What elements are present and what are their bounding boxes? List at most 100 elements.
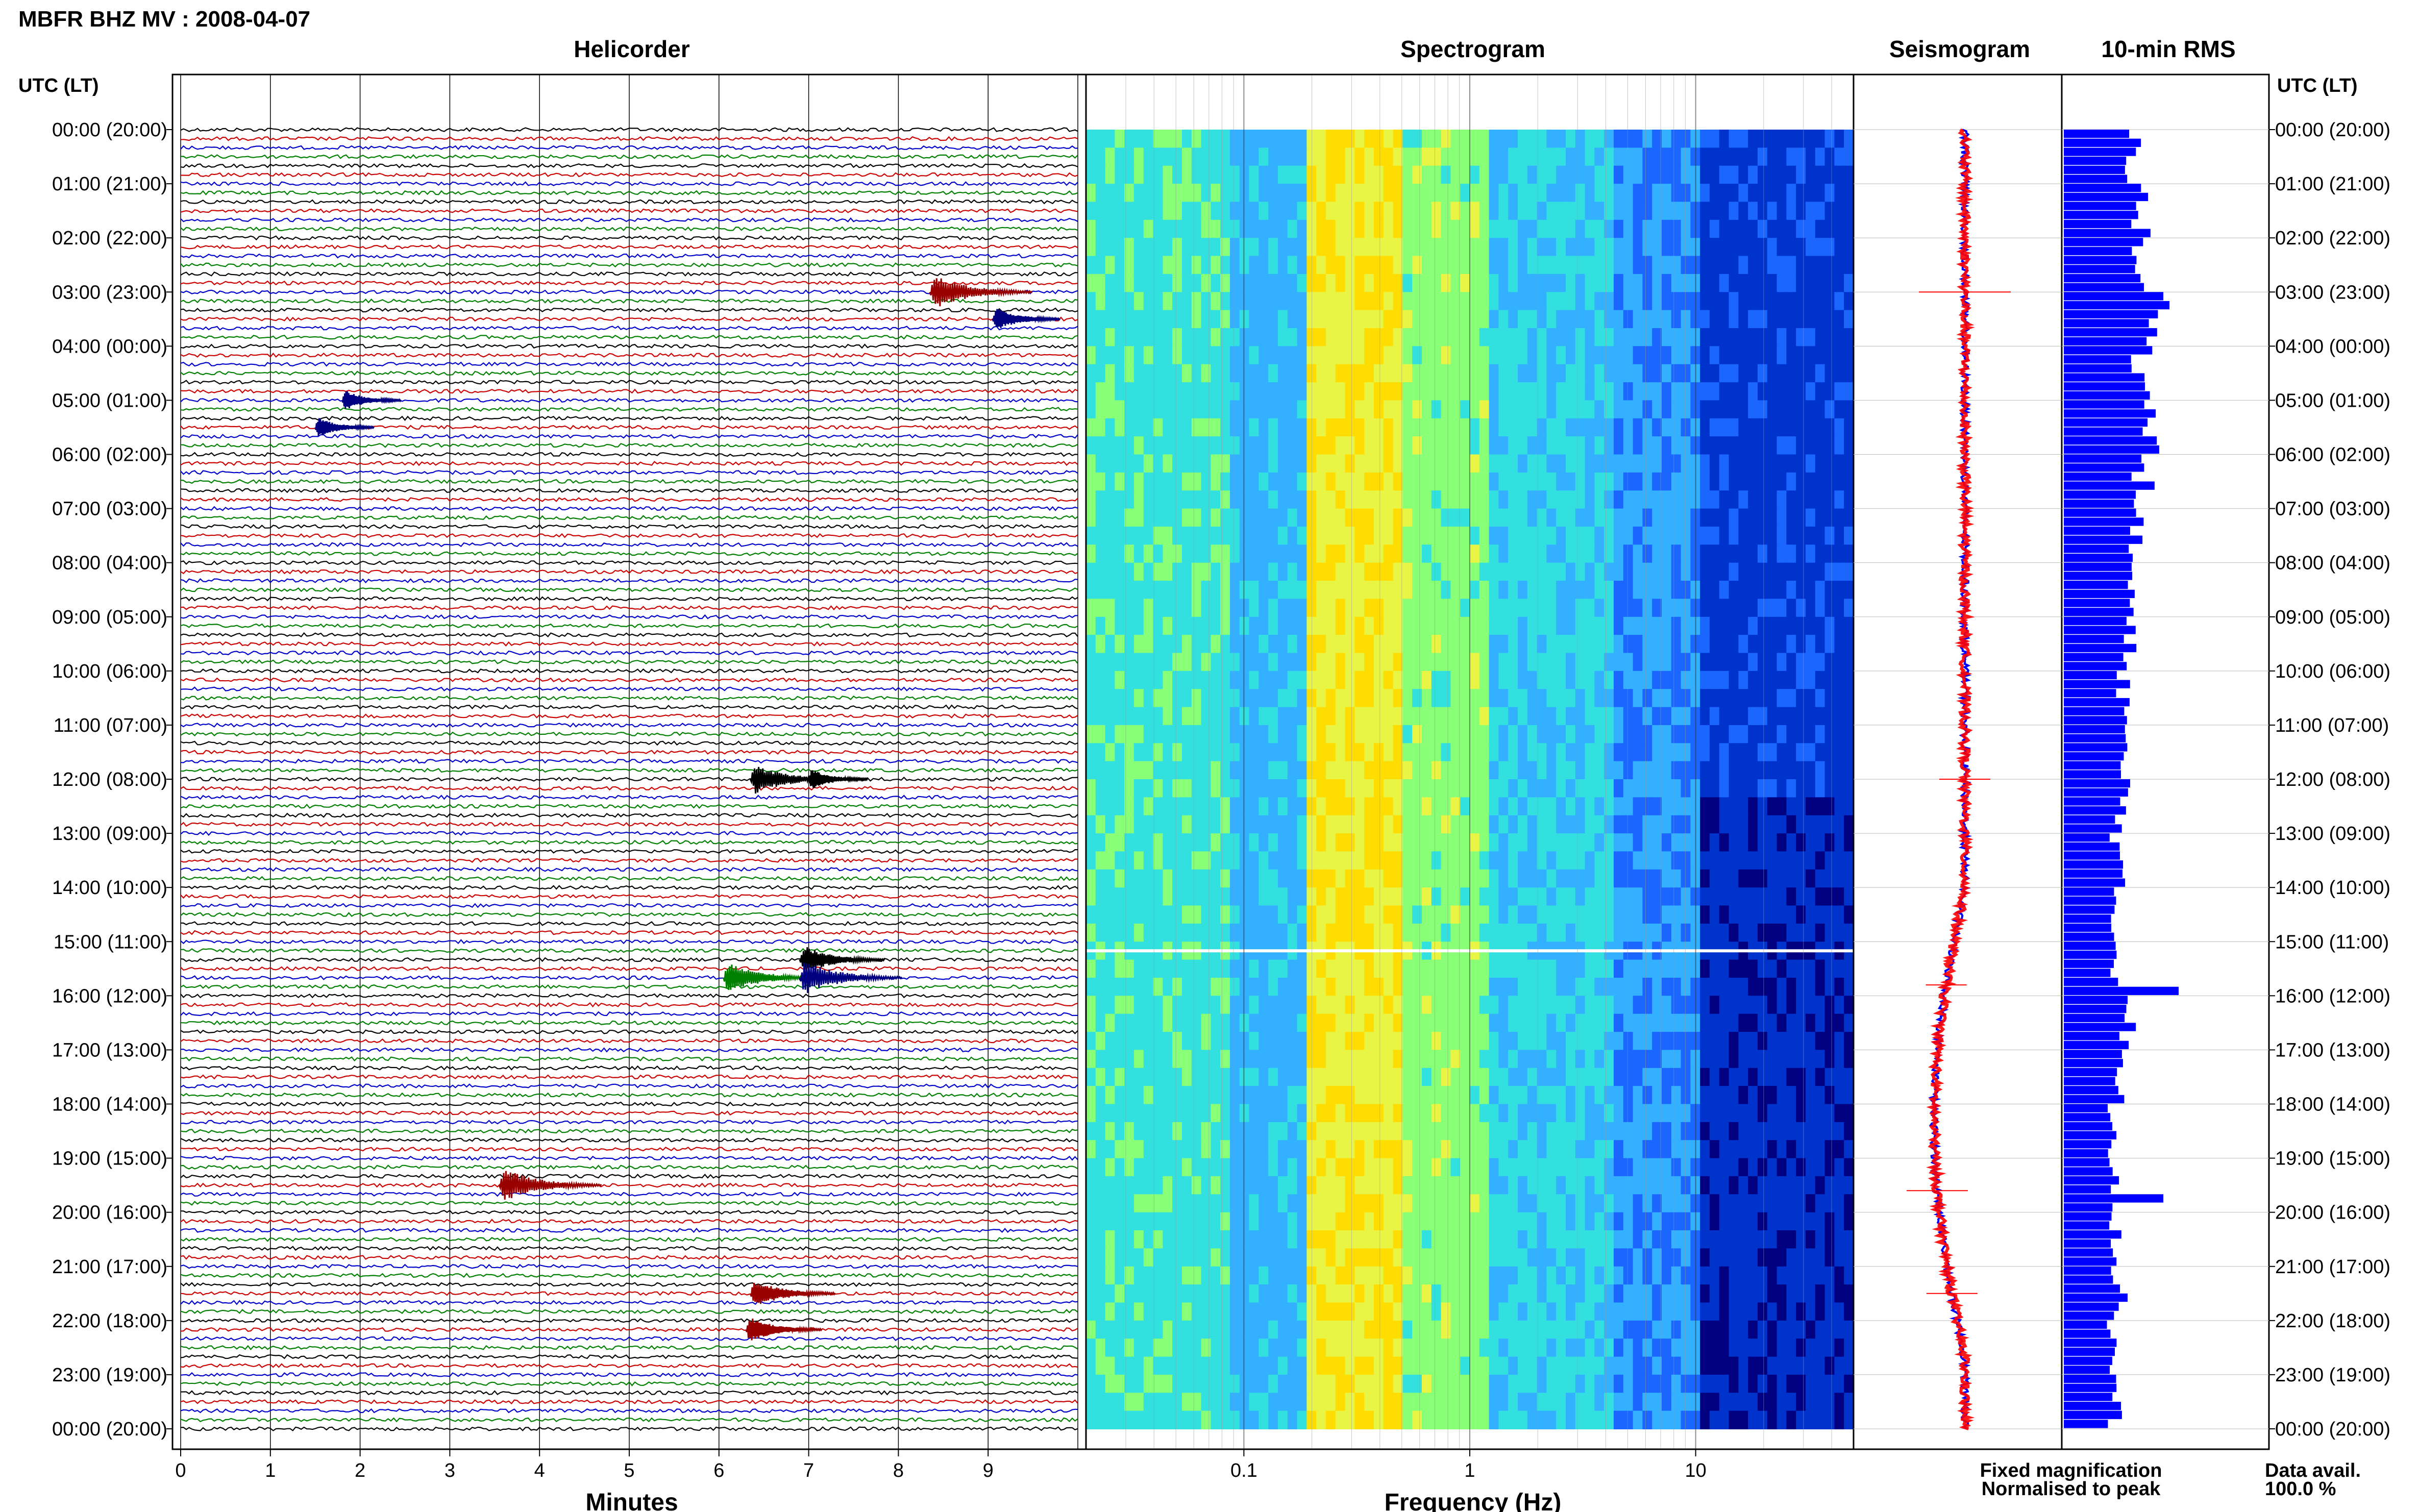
- spectrogram-cell: [1479, 1140, 1490, 1159]
- spectrogram-cell: [1479, 184, 1490, 203]
- spectrogram-cell: [1662, 562, 1672, 582]
- spectrogram-cell: [1681, 707, 1691, 726]
- spectrogram-cell: [1105, 635, 1116, 654]
- spectrogram-cell: [1182, 147, 1192, 166]
- spectrogram-cell: [1508, 761, 1518, 780]
- spectrogram-cell: [1134, 256, 1144, 275]
- spectrogram-cell: [1393, 472, 1403, 491]
- spectrogram-cell: [1172, 905, 1182, 924]
- spectrogram-cell: [1211, 797, 1221, 816]
- spectrogram-cell: [1566, 1194, 1576, 1213]
- spectrogram-cell: [1719, 653, 1730, 672]
- spectrogram-cell: [1163, 797, 1173, 816]
- spectrogram-cell: [1748, 292, 1758, 311]
- spectrogram-cell: [1124, 1104, 1134, 1123]
- spectrogram-cell: [1422, 635, 1432, 654]
- spectrogram-cell: [1681, 1032, 1691, 1051]
- spectrogram-cell: [1402, 292, 1413, 311]
- spectrogram-cell: [1431, 130, 1442, 148]
- spectrogram-cell: [1623, 418, 1634, 437]
- spectrogram-cell: [1441, 905, 1451, 924]
- spectrogram-cell: [1662, 707, 1672, 726]
- spectrogram-cell: [1354, 869, 1365, 888]
- spectrogram-cell: [1105, 490, 1116, 509]
- spectrogram-cell: [1153, 1140, 1164, 1159]
- spectrogram-cell: [1719, 869, 1730, 888]
- spectrogram-cell: [1518, 707, 1528, 726]
- spectrogram-cell: [1796, 508, 1806, 527]
- spectrogram-cell: [1844, 815, 1854, 834]
- spectrogram-cell: [1441, 869, 1451, 888]
- spectrogram-cell: [1364, 887, 1374, 906]
- spectrogram-cell: [1537, 1140, 1547, 1159]
- spectrogram-cell: [1383, 1050, 1394, 1069]
- spectrogram-cell: [1450, 959, 1461, 978]
- spectrogram-cell: [1700, 454, 1710, 473]
- spectrogram-cell: [1681, 184, 1691, 203]
- spectrogram-cell: [1729, 815, 1739, 834]
- spectrogram-cell: [1662, 978, 1672, 997]
- spectrogram-cell: [1268, 689, 1278, 708]
- spectrogram-cell: [1191, 851, 1202, 870]
- spectrogram-cell: [1230, 490, 1240, 509]
- spectrogram-cell: [1412, 526, 1422, 546]
- helicorder-trace: [180, 145, 1078, 151]
- spectrogram-cell: [1134, 346, 1144, 365]
- spectrogram-cell: [1124, 328, 1134, 347]
- spectrogram-cell: [1364, 544, 1374, 563]
- spectrogram-cell: [1786, 202, 1797, 220]
- spectrogram-cell: [1354, 761, 1365, 780]
- spectrogram-cell: [1412, 761, 1422, 780]
- spectrogram-cell: [1527, 851, 1538, 870]
- spectrogram-cell: [1124, 599, 1134, 617]
- spectrogram-cell: [1431, 364, 1442, 383]
- helicorder-trace: [180, 767, 1078, 773]
- spectrogram-cell: [1834, 1104, 1845, 1123]
- spectrogram-cell: [1585, 436, 1595, 455]
- spectrogram-cell: [1758, 833, 1768, 852]
- spectrogram-cell: [1412, 364, 1422, 383]
- spectrogram-cell: [1211, 959, 1221, 978]
- spectrogram-cell: [1115, 671, 1125, 690]
- spectrogram-cell: [1662, 635, 1672, 654]
- spectrogram-cell: [1335, 508, 1346, 527]
- spectrogram-cell: [1623, 310, 1634, 329]
- spectrogram-cell: [1776, 851, 1787, 870]
- spectrogram-cell: [1594, 292, 1605, 311]
- spectrogram-cell: [1776, 689, 1787, 708]
- spectrogram-cell: [1249, 165, 1260, 185]
- spectrogram-cell: [1470, 1086, 1480, 1105]
- spectrogram-cell: [1422, 436, 1432, 455]
- spectrogram-cell: [1662, 165, 1672, 185]
- spectrogram-cell: [1249, 1050, 1260, 1069]
- spectrogram-cell: [1824, 1176, 1835, 1195]
- spectrogram-cell: [1556, 184, 1566, 203]
- spectrogram-cell: [1402, 544, 1413, 563]
- spectrogram-cell: [1796, 689, 1806, 708]
- spectrogram-cell: [1249, 851, 1260, 870]
- spectrogram-cell: [1153, 725, 1164, 744]
- spectrogram-cell: [1767, 1194, 1778, 1213]
- spectrogram-cell: [1086, 346, 1096, 365]
- spectrogram-cell: [1489, 851, 1499, 870]
- spectrogram-cell: [1383, 851, 1394, 870]
- spectrogram-cell: [1258, 562, 1269, 582]
- spectrogram-cell: [1662, 256, 1672, 275]
- spectrogram-cell: [1153, 274, 1164, 293]
- spectrogram-cell: [1258, 978, 1269, 997]
- spectrogram-cell: [1258, 869, 1269, 888]
- spectrogram-cell: [1594, 508, 1605, 527]
- spectrogram-cell: [1143, 274, 1154, 293]
- spectrogram-cell: [1201, 743, 1212, 762]
- spectrogram-cell: [1335, 544, 1346, 563]
- spectrogram-cell: [1364, 815, 1374, 834]
- spectrogram-cell: [1719, 418, 1730, 437]
- spectrogram-cell: [1508, 238, 1518, 257]
- helicorder-trace: [180, 434, 1078, 439]
- spectrogram-cell: [1124, 707, 1134, 726]
- spectrogram-cell: [1364, 689, 1374, 708]
- spectrogram-cell: [1230, 616, 1240, 636]
- spectrogram-cell: [1278, 1176, 1288, 1195]
- spectrogram-cell: [1095, 761, 1106, 780]
- spectrogram-cell: [1105, 1176, 1116, 1195]
